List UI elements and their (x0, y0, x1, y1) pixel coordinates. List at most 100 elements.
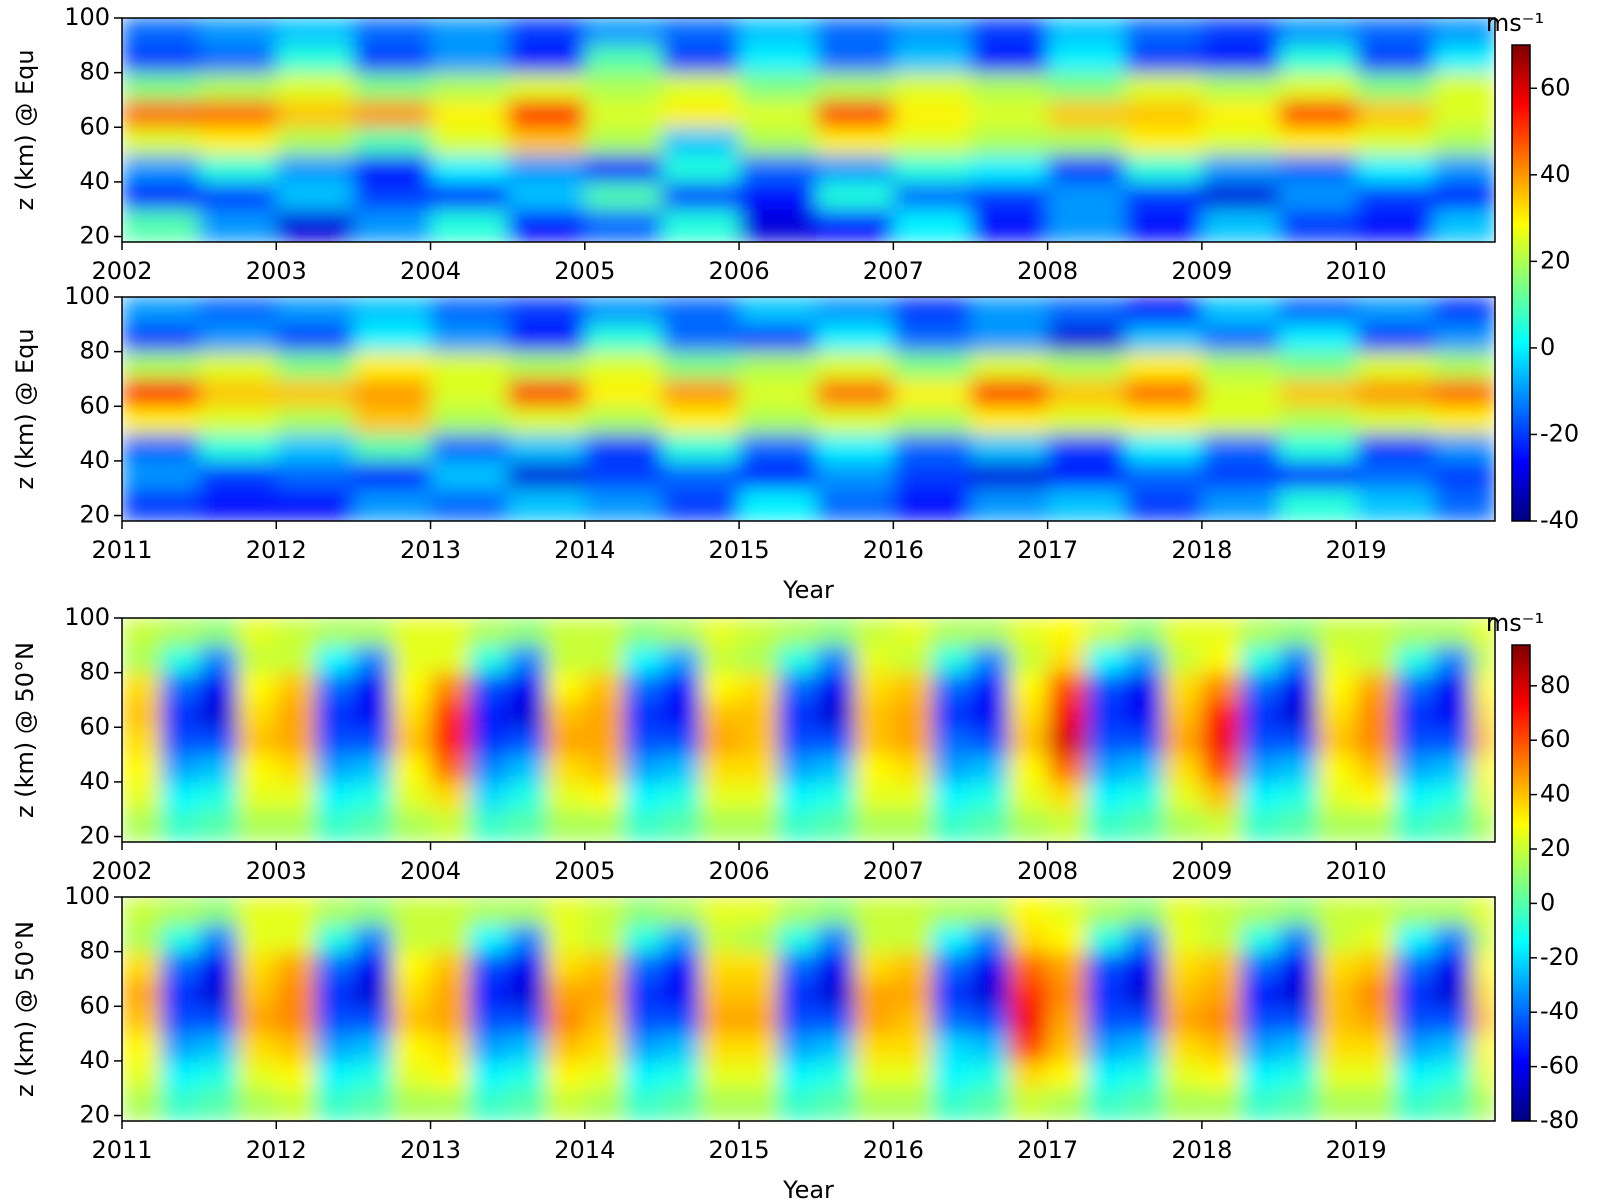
heatmap-cell (160, 924, 200, 953)
heatmap-cell (623, 978, 663, 1007)
heatmap-cell (469, 1033, 509, 1062)
x-tick-label: 2005 (554, 857, 615, 885)
heatmap-cell (199, 433, 277, 462)
heatmap-cell (353, 1088, 393, 1121)
heatmap-cell (816, 1088, 856, 1121)
heatmap-cell (584, 324, 663, 353)
heatmap-cell (1279, 351, 1357, 380)
heatmap-cell (276, 154, 355, 183)
heatmap-cell (199, 727, 239, 756)
heatmap-cell (1047, 978, 1087, 1007)
heatmap-cell (122, 897, 162, 925)
plot-frame (121, 896, 1496, 1122)
heatmap-cell (1047, 618, 1087, 646)
heatmap-cell (816, 433, 894, 462)
heatmap-cell (623, 924, 663, 953)
heatmap-cell (391, 1088, 432, 1121)
x-tick-label: 2002 (91, 257, 152, 285)
heatmap-cell (893, 351, 972, 380)
heatmap-cell (507, 924, 547, 953)
x-tick-label: 2006 (709, 857, 770, 885)
heatmap-cell (970, 699, 1010, 728)
heatmap-cell (739, 18, 817, 46)
heatmap-cell (430, 406, 509, 435)
heatmap-cell (1394, 1033, 1434, 1062)
heatmap-cell (1086, 699, 1126, 728)
heatmap-cell (1356, 1033, 1396, 1062)
heatmap-panel (122, 18, 1495, 242)
heatmap-cell (893, 209, 972, 242)
heatmap-cell (507, 809, 547, 842)
heatmap-cell (1047, 672, 1087, 701)
heatmap-cell (430, 209, 509, 242)
heatmap-cell (1471, 1060, 1495, 1089)
heatmap-cell (391, 809, 432, 842)
heatmap-cell (1433, 127, 1495, 156)
heatmap-cell (1279, 378, 1357, 407)
heatmap-cell (739, 1088, 779, 1121)
heatmap-cell (739, 378, 817, 407)
heatmap-cell (1279, 951, 1319, 980)
heatmap-cell (122, 727, 162, 756)
y-tick-label: 20 (79, 222, 110, 250)
heatmap-cell (854, 897, 894, 925)
colorbar-tick-label: 40 (1540, 780, 1571, 808)
heatmap-cell (1433, 951, 1473, 980)
heatmap-cell (700, 1088, 740, 1121)
heatmap-cell (1124, 951, 1164, 980)
heatmap-cell (430, 951, 470, 980)
heatmap-cell (661, 618, 702, 646)
x-tick-label: 2012 (246, 536, 307, 564)
heatmap-cell (1124, 72, 1203, 101)
heatmap-cell (122, 978, 162, 1007)
heatmap-cell (584, 378, 663, 407)
heatmap-cell (893, 699, 933, 728)
heatmap-cell (1163, 809, 1203, 842)
heatmap-cell (353, 809, 393, 842)
heatmap-cell (970, 209, 1049, 242)
heatmap-cell (430, 672, 470, 701)
heatmap-cell (430, 45, 509, 74)
heatmap-cell (1047, 699, 1087, 728)
heatmap-cell (970, 433, 1049, 462)
heatmap-cell (1279, 460, 1357, 489)
heatmap-cell (1240, 897, 1280, 925)
heatmap-cell (122, 1060, 162, 1089)
heatmap-cell (893, 460, 972, 489)
heatmap-cell (546, 672, 586, 701)
heatmap-cell (314, 1006, 355, 1035)
heatmap-cell (623, 672, 663, 701)
heatmap-cell (777, 978, 817, 1007)
heatmap-cell (816, 297, 894, 325)
heatmap-cell (469, 951, 509, 980)
heatmap-cell (623, 699, 663, 728)
heatmap-cell (584, 809, 624, 842)
heatmap-cell (1433, 460, 1495, 489)
heatmap-cell (739, 433, 817, 462)
colorbar (1511, 44, 1531, 522)
heatmap-cell (1471, 897, 1495, 925)
heatmap-cell (314, 951, 355, 980)
y-axis-label: z (km) @ Equ (11, 328, 39, 489)
heatmap-cell (1086, 754, 1126, 783)
heatmap-cell (1317, 978, 1357, 1007)
heatmap-cell (237, 645, 277, 674)
heatmap-cell (1279, 433, 1357, 462)
heatmap-cell (1240, 1088, 1280, 1121)
heatmap-cell (1201, 672, 1242, 701)
heatmap-cell (353, 154, 432, 183)
heatmap-cell (314, 699, 355, 728)
heatmap-cell (1279, 809, 1319, 842)
heatmap-cell (199, 406, 277, 435)
heatmap-cell (391, 897, 432, 925)
heatmap-cell (1240, 924, 1280, 953)
heatmap-cell (237, 951, 277, 980)
heatmap-cell (584, 1006, 624, 1035)
colorbar-tick-label: 0 (1540, 333, 1555, 361)
heatmap-cell (739, 406, 817, 435)
heatmap-cell (816, 645, 856, 674)
heatmap-cell (546, 1088, 586, 1121)
heatmap-cell (237, 809, 277, 842)
heatmap-cell (1009, 645, 1049, 674)
heatmap-cell (816, 324, 894, 353)
